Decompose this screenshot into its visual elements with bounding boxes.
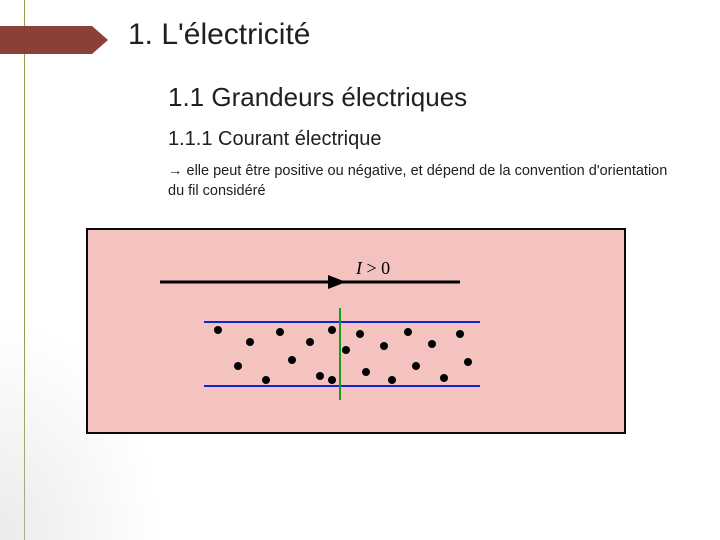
figure-svg: I > 0 bbox=[88, 230, 624, 432]
heading-level-3: 1.1.1 Courant électrique bbox=[168, 128, 381, 151]
leading-arrow-glyph: → bbox=[168, 162, 187, 182]
slide-accent-bar bbox=[0, 26, 92, 54]
body-text-content: elle peut être positive ou négative, et … bbox=[168, 163, 667, 199]
current-direction-figure: I > 0 bbox=[86, 228, 626, 434]
heading-level-2: 1.1 Grandeurs électriques bbox=[168, 82, 467, 113]
svg-text:I > 0: I > 0 bbox=[355, 258, 390, 278]
heading-level-1: 1. L'électricité bbox=[128, 18, 310, 52]
body-paragraph: →elle peut être positive ou négative, et… bbox=[168, 162, 668, 201]
slide-accent-chevron bbox=[92, 26, 108, 54]
left-vertical-rule bbox=[24, 0, 25, 540]
